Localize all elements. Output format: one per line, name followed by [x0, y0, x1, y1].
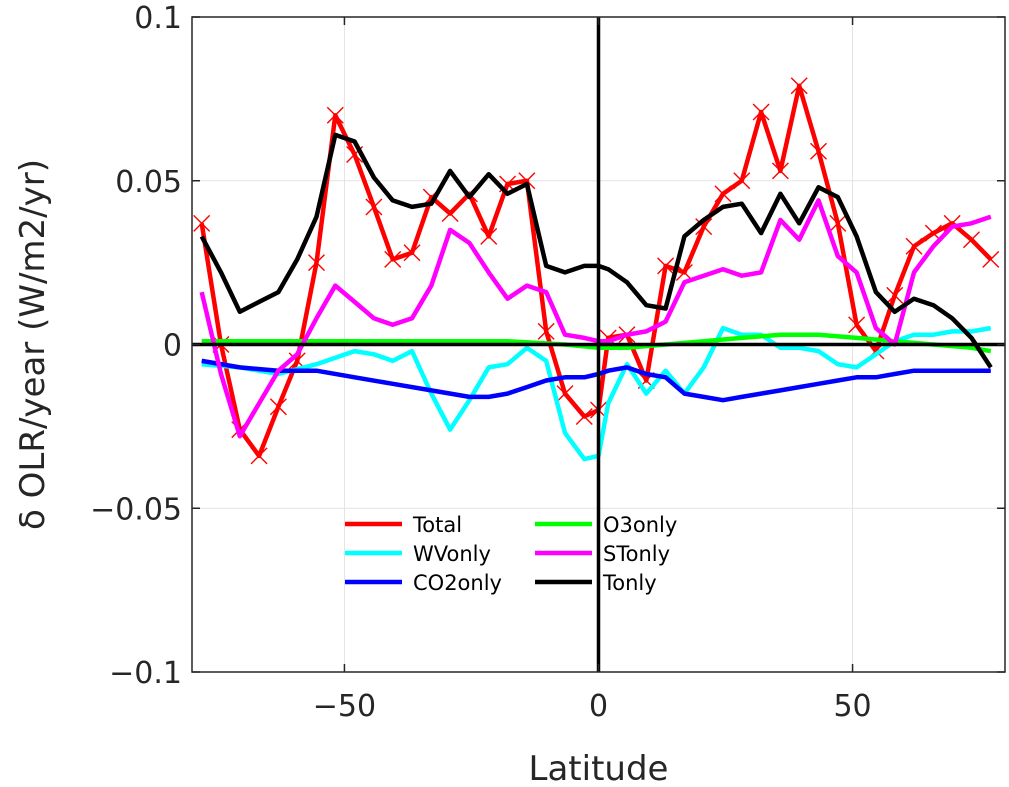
x-tick-label: −50 — [313, 689, 376, 724]
tick-labels: −50 0 50 −0.1 −0.05 0 0.05 0.1 — [90, 1, 872, 724]
data-point-total — [269, 398, 287, 416]
data-point-total — [790, 77, 808, 95]
legend-label-total: Total — [412, 513, 462, 537]
data-point-total — [714, 185, 732, 203]
data-point-total — [384, 250, 402, 268]
data-point-total — [695, 218, 713, 236]
legend-label-tonly: Tonly — [602, 571, 657, 595]
legend: Total WVonly CO2only O3only STonly Tonly — [345, 513, 677, 595]
data-point-total — [752, 103, 770, 121]
data-point-total — [403, 244, 421, 262]
data-point-total — [675, 263, 693, 281]
data-point-total — [943, 214, 961, 232]
legend-label-o3only: O3only — [603, 513, 677, 537]
x-axis-label: Latitude — [529, 749, 669, 787]
data-point-total — [733, 172, 751, 190]
data-point-total — [848, 316, 866, 334]
data-point-total — [771, 162, 789, 180]
data-point-total — [537, 322, 555, 340]
data-point-total — [556, 385, 574, 403]
data-point-total — [365, 198, 383, 216]
data-point-total — [657, 257, 675, 275]
x-tick-label: 0 — [589, 689, 608, 724]
data-point-total — [829, 214, 847, 232]
legend-label-wvonly: WVonly — [413, 542, 491, 566]
data-point-total — [326, 106, 344, 124]
series-layer — [192, 17, 1005, 672]
data-point-total — [810, 142, 828, 160]
data-point-total — [886, 286, 904, 304]
data-point-total — [250, 447, 268, 465]
y-axis-label: δ OLR/year (W/m2/yr) — [13, 159, 53, 530]
legend-label-co2only: CO2only — [413, 571, 502, 595]
y-tick-label: −0.1 — [109, 656, 182, 691]
series-line-wvonly — [201, 325, 992, 462]
data-point-total — [575, 408, 593, 426]
y-tick-label: 0 — [163, 329, 182, 364]
data-point-total — [193, 214, 211, 232]
data-point-total — [982, 250, 1000, 268]
legend-label-stonly: STonly — [603, 542, 670, 566]
y-tick-label: −0.05 — [90, 492, 182, 527]
data-point-total — [962, 231, 980, 249]
data-point-total — [307, 254, 325, 272]
y-tick-label: 0.1 — [134, 1, 182, 36]
x-tick-label: 50 — [833, 689, 871, 724]
series-line-co2only — [201, 358, 991, 403]
y-tick-label: 0.05 — [115, 165, 182, 200]
data-point-total — [480, 227, 498, 245]
data-point-total — [441, 205, 459, 222]
ticks — [192, 16, 1005, 673]
data-point-total — [905, 237, 923, 255]
